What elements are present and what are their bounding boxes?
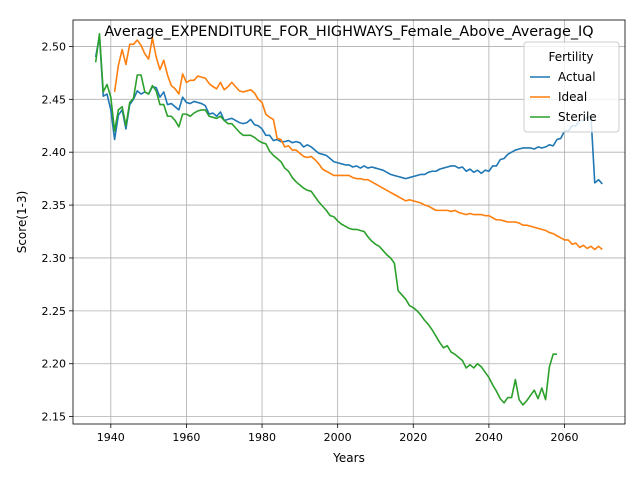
x-axis: 1940 1960 1980 2000 2020 2040 2060 [97,424,579,444]
y-tick-label: 2.30 [42,252,67,265]
legend-label-ideal: Ideal [558,90,587,104]
y-tick-label: 2.50 [42,40,67,53]
x-tick-label: 2060 [551,431,579,444]
y-axis-label: Score(1-3) [15,191,29,254]
series-line-ideal [113,37,603,251]
x-tick-label: 1940 [97,431,125,444]
legend-label-sterile: Sterile [558,110,597,124]
x-tick-label: 2040 [475,431,503,444]
y-tick-label: 2.40 [42,146,67,159]
y-tick-label: 2.25 [42,305,67,318]
x-tick-label: 2000 [324,431,352,444]
legend-box [523,41,620,133]
series-line-sterile [94,32,557,406]
legend-title: Fertility [548,50,593,64]
x-axis-label: Years [332,451,365,465]
x-tick-label: 2020 [399,431,427,444]
y-axis: 2.15 2.20 2.25 2.30 2.35 2.40 2.45 2.50 [42,40,73,424]
chart-title: Average_EXPENDITURE_FOR_HIGHWAYS_Female_… [104,24,593,40]
legend: Fertility Actual Ideal Sterile [523,41,620,133]
x-tick-label: 1980 [248,431,276,444]
series-lines [94,32,603,406]
x-tick-label: 1960 [172,431,200,444]
plot-frame [72,19,626,425]
grid [73,20,625,424]
y-tick-label: 2.15 [42,411,67,424]
y-tick-label: 2.45 [42,93,67,106]
y-tick-label: 2.35 [42,199,67,212]
y-tick-label: 2.20 [42,358,67,371]
legend-label-actual: Actual [558,70,596,84]
series-line-actual [94,35,603,185]
